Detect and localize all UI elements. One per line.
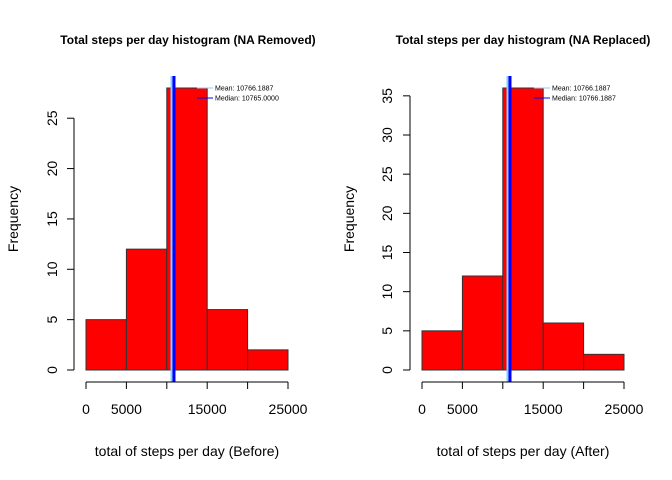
histogram-bar <box>583 353 625 371</box>
x-axis-label: total of steps per day (Before) <box>95 443 279 459</box>
legend: Mean: 10766.1887 Median: 10766.1887 <box>534 86 616 103</box>
chart-title: Total steps per day histogram (NA Remove… <box>60 33 315 47</box>
y-tick-label: 10 <box>44 261 60 277</box>
legend-median-label: Median: 10765.0000 <box>215 96 279 103</box>
x-tick-label: 25000 <box>605 401 644 417</box>
histogram-bar <box>421 330 463 371</box>
x-axis: 0 5000 15000 25000 <box>418 381 644 417</box>
y-tick-label: 35 <box>379 88 395 104</box>
x-tick-label: 25000 <box>269 401 308 417</box>
histogram-bar <box>461 275 504 371</box>
y-axis: 0 5 10 15 20 25 <box>44 110 75 374</box>
x-tick-label: 0 <box>418 401 426 417</box>
y-axis-label: Frequency <box>341 186 357 252</box>
y-tick-label: 25 <box>44 110 60 126</box>
x-axis: 0 5000 15000 25000 <box>82 381 308 417</box>
histogram-bar <box>206 309 249 371</box>
x-tick-label: 15000 <box>188 401 227 417</box>
y-tick-label: 25 <box>379 166 395 182</box>
x-tick-label: 15000 <box>524 401 563 417</box>
y-tick-label: 0 <box>379 366 395 374</box>
x-tick-label: 0 <box>82 401 90 417</box>
legend: Mean: 10766.1887 Median: 10765.0000 <box>197 86 279 103</box>
y-tick-label: 5 <box>44 316 60 324</box>
histogram-bar <box>542 322 585 371</box>
y-axis: 0 5 10 15 20 25 30 35 <box>379 88 411 374</box>
legend-mean-label: Mean: 10766.1887 <box>552 86 610 93</box>
y-tick-label: 0 <box>44 366 60 374</box>
legend-median-label: Median: 10766.1887 <box>552 96 616 103</box>
histogram-bar <box>125 248 168 371</box>
y-tick-label: 15 <box>44 211 60 227</box>
histogram-bar <box>247 349 289 371</box>
x-tick-label: 5000 <box>111 401 142 417</box>
y-tick-label: 5 <box>379 327 395 335</box>
chart-panel-2: Total steps per day histogram (NA Replac… <box>341 33 650 459</box>
chart-panel-1: Total steps per day histogram (NA Remove… <box>5 33 316 459</box>
y-tick-label: 30 <box>379 127 395 143</box>
x-tick-label: 5000 <box>447 401 478 417</box>
y-tick-label: 10 <box>379 284 395 300</box>
y-axis-label: Frequency <box>5 186 21 252</box>
y-tick-label: 20 <box>379 205 395 221</box>
y-tick-label: 20 <box>44 161 60 177</box>
y-tick-label: 15 <box>379 245 395 261</box>
legend-mean-label: Mean: 10766.1887 <box>215 86 273 93</box>
chart-title: Total steps per day histogram (NA Replac… <box>396 33 651 47</box>
histogram-bar <box>85 319 127 371</box>
x-axis-label: total of steps per day (After) <box>437 443 610 459</box>
